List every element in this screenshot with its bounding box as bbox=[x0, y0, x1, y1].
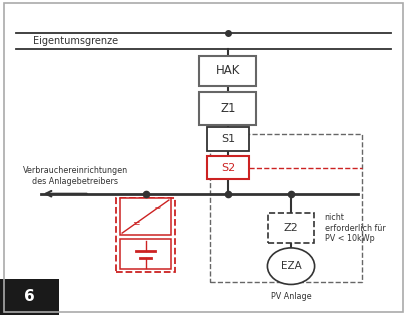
Bar bbox=[199, 92, 256, 125]
Text: Z2: Z2 bbox=[284, 223, 298, 233]
Bar bbox=[0, 279, 59, 315]
Text: S2: S2 bbox=[221, 163, 235, 173]
Bar bbox=[120, 239, 171, 269]
Bar bbox=[210, 134, 362, 282]
Text: PV Anlage: PV Anlage bbox=[271, 292, 311, 301]
Bar bbox=[267, 214, 314, 243]
Bar bbox=[116, 198, 175, 272]
Text: ~: ~ bbox=[153, 204, 160, 213]
Text: Z1: Z1 bbox=[220, 102, 236, 115]
Text: Verbrauchereinrichtungen
des Anlagebetreibers: Verbrauchereinrichtungen des Anlagebetre… bbox=[23, 166, 128, 186]
Text: EZA: EZA bbox=[281, 261, 301, 271]
Text: Eigentumsgrenze: Eigentumsgrenze bbox=[33, 36, 118, 46]
Text: HAK: HAK bbox=[216, 64, 240, 77]
Bar bbox=[207, 156, 249, 179]
Text: 6: 6 bbox=[24, 289, 35, 304]
Bar bbox=[120, 198, 171, 235]
Text: =: = bbox=[131, 219, 139, 228]
Bar bbox=[207, 128, 249, 151]
Bar bbox=[199, 56, 256, 86]
Circle shape bbox=[267, 248, 315, 284]
Text: nicht
erforderlich für
PV < 10kWp: nicht erforderlich für PV < 10kWp bbox=[325, 214, 385, 243]
Text: S1: S1 bbox=[221, 134, 235, 144]
